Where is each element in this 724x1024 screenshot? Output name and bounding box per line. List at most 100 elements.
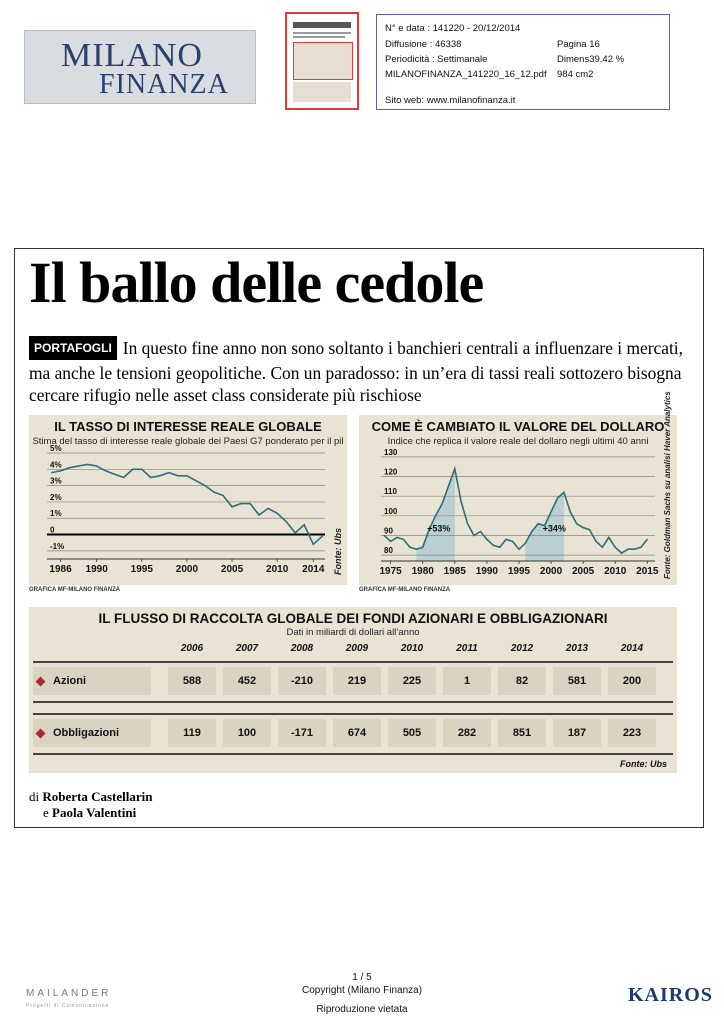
y-tick-label: 3%	[50, 477, 62, 486]
thumbnail-line	[293, 36, 345, 38]
data-point	[267, 507, 269, 510]
mailander-tagline: Progetti di Comunicazione	[26, 1003, 110, 1009]
data-point	[222, 494, 224, 496]
y-tick-label: 120	[384, 468, 398, 477]
data-point	[415, 548, 417, 550]
data-point	[422, 546, 424, 548]
data-point	[204, 485, 206, 487]
column-header: 2010	[400, 643, 424, 654]
x-tick-label: 2015	[636, 566, 659, 577]
table-cell: 1	[443, 667, 491, 695]
data-point	[454, 468, 456, 470]
data-point	[312, 543, 314, 545]
data-point	[582, 527, 584, 529]
table-cell: 674	[333, 719, 381, 747]
data-point	[601, 546, 603, 548]
graphic-credit: GRAFICA MF-MILANO FINANZA	[359, 587, 451, 593]
meta-periodicita: Periodicità : Settimanale	[385, 54, 488, 65]
row-label-cell	[33, 719, 151, 747]
fund-flows-panel: IL FLUSSO DI RACCOLTA GLOBALE DEI FONDI …	[29, 607, 677, 773]
y-tick-label: 4%	[50, 460, 62, 469]
x-tick-label: 2005	[221, 564, 244, 575]
data-point	[96, 465, 98, 467]
data-point	[285, 520, 287, 523]
table-cell: 581	[553, 667, 601, 695]
data-point	[168, 471, 170, 474]
table-cell: 588	[168, 667, 216, 695]
data-point	[486, 538, 488, 540]
chart-subtitle: Stima del tasso di interesse reale globa…	[32, 436, 344, 447]
data-point	[132, 468, 134, 470]
y-tick-label: 130	[384, 448, 398, 457]
data-point	[159, 475, 161, 477]
y-tick-label: 80	[384, 546, 393, 555]
meta-dimens: Dimens39.42 %	[557, 54, 625, 65]
data-point	[576, 523, 578, 525]
annotation-label: +34%	[543, 524, 566, 534]
data-point	[87, 463, 89, 466]
y-tick-label: 0	[50, 526, 55, 535]
data-point	[409, 546, 411, 548]
data-point	[531, 530, 533, 533]
author-1: Roberta Castellarin	[42, 789, 153, 804]
press-metadata-box: N° e data : 141220 - 20/12/2014 Diffusio…	[376, 14, 670, 110]
chart-title: IL TASSO DI INTERESSE REALE GLOBALE	[54, 419, 322, 434]
data-point	[258, 514, 260, 516]
data-point	[141, 468, 143, 470]
table-cell: -210	[278, 667, 326, 695]
data-point	[186, 475, 188, 477]
table-title: IL FLUSSO DI RACCOLTA GLOBALE DEI FONDI …	[98, 611, 608, 626]
row-label: Obbligazioni	[53, 727, 119, 739]
data-point	[556, 497, 559, 499]
lead-paragraph: PORTAFOGLI In questo fine anno non sono s…	[29, 336, 699, 406]
data-point	[473, 534, 475, 537]
data-point	[249, 502, 251, 505]
data-point	[105, 470, 107, 472]
x-tick-label: 2000	[540, 566, 563, 577]
chart-source: Fonte: Ubs	[333, 528, 343, 575]
byline-prefix: di	[29, 789, 40, 804]
dollar-value-chart: 130 120 110 100 90 80 1975 1980 1985 1990 1995 2000…	[380, 448, 659, 577]
byline: di Roberta Castellarin e Paola Valentini	[29, 789, 153, 821]
meta-diffusione: Diffusione : 46338	[385, 39, 462, 50]
data-point	[276, 512, 278, 514]
column-header: 2014	[620, 643, 644, 654]
y-tick-label: 110	[384, 487, 397, 496]
data-point	[524, 542, 526, 544]
data-point	[544, 525, 546, 527]
data-point	[518, 548, 520, 550]
data-point	[59, 470, 62, 472]
article-clipping: Il ballo delle cedole PORTAFOGLI In quest…	[14, 248, 704, 828]
data-point	[537, 523, 539, 525]
chart-source: Fonte: Goldman Sachs su analisi Haver An…	[663, 391, 672, 579]
milano-finanza-logo: MILANO FINANZA	[24, 30, 256, 104]
column-header: 2007	[235, 643, 259, 654]
x-tick-label: 2010	[604, 566, 627, 577]
table-row: Obbligazioni 119 100 -171 674 505 282 851 187 223	[33, 713, 673, 755]
data-point	[627, 548, 629, 550]
table-cell: 187	[553, 719, 601, 747]
data-point	[505, 538, 507, 540]
byline-and: e	[43, 805, 49, 820]
data-point	[460, 501, 462, 503]
data-point	[633, 548, 636, 550]
data-point	[588, 528, 591, 531]
x-tick-label: 1995	[508, 566, 531, 577]
data-point	[50, 471, 53, 474]
meta-pagina: Pagina 16	[557, 39, 600, 50]
table-row: Azioni 588 452 -210 219 225 1 82 581 200	[33, 661, 673, 703]
table-cell: 100	[223, 719, 271, 747]
shaded-area	[416, 468, 455, 561]
author-2: Paola Valentini	[52, 805, 137, 820]
table-cell: 223	[608, 719, 656, 747]
chart-title: COME È CAMBIATO IL VALORE DEL DOLLARO	[371, 419, 665, 434]
page-thumbnail	[285, 12, 359, 110]
data-point	[595, 540, 597, 542]
table-cell: 200	[608, 667, 656, 695]
interest-rate-chart: 5% 4% 3% 2% 1% 0 -1% 1986 1990 1995 2000 2005 2010 20…	[47, 444, 325, 575]
data-point	[614, 546, 616, 548]
meta-area: 984 cm2	[557, 69, 594, 80]
series-line	[383, 465, 648, 555]
y-tick-label: 90	[384, 526, 393, 535]
data-point	[640, 546, 642, 548]
